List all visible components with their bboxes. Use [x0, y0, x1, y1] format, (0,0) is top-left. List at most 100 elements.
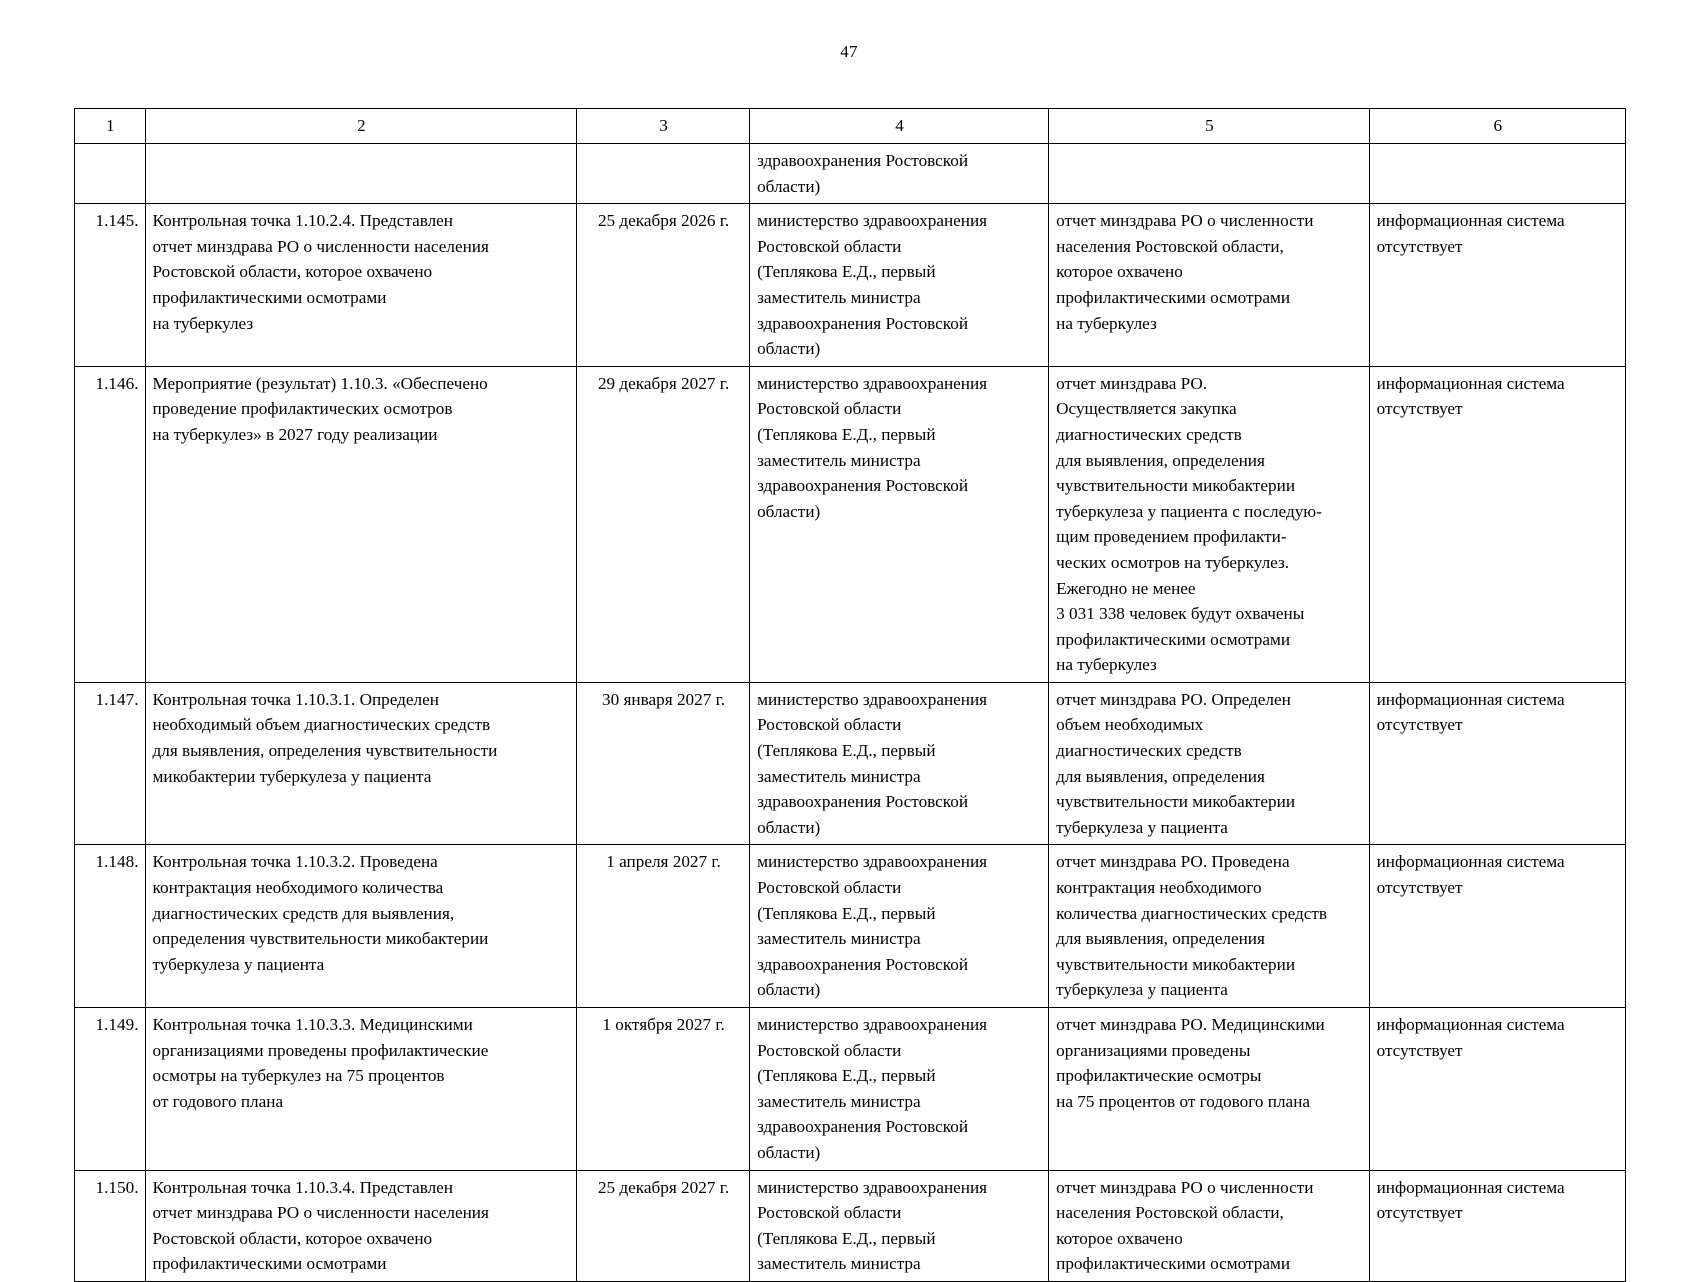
- cell-line: 1 апреля 2027 г.: [606, 852, 721, 872]
- cell-line: Контрольная точка 1.10.2.4. Представлен: [152, 211, 454, 231]
- cell-line: профилактическими осмотрами: [1056, 1254, 1291, 1274]
- cell-line: чувствительности микобактерии: [1056, 954, 1296, 974]
- table-row: 1.148. Контрольная точка 1.10.3.2. Провед…: [74, 844, 1627, 1008]
- cell-line: министерство здравоохранения: [757, 1177, 988, 1197]
- cell-line: здравоохранения Ростовской: [757, 476, 969, 496]
- cell-line: отчет минздрава РО. Определен: [1056, 689, 1291, 709]
- cell-line: отчет минздрава РО о численности: [1056, 211, 1314, 231]
- page-number: 47: [840, 42, 858, 61]
- cell-line: населения Ростовской области,: [1056, 236, 1284, 256]
- row-1-145-col4: министерство здравоохранения Ростовской о…: [749, 203, 1050, 367]
- cell-line: на туберкулез: [1056, 655, 1157, 675]
- cell-line: заместитель министра: [757, 929, 921, 949]
- cell-line: отчет минздрава РО. Проведена: [1056, 852, 1290, 872]
- cell-line: щим проведением профилакти-: [1056, 527, 1287, 547]
- cell-line: проведение профилактических осмотров: [152, 399, 453, 419]
- cell-line: 1.145.: [95, 211, 139, 231]
- cell-line: ческих осмотров на туберкулез.: [1056, 552, 1290, 572]
- cell-line: диагностических средств для выявления,: [152, 903, 455, 923]
- row-1-147-col4: министерство здравоохранения Ростовской о…: [749, 681, 1050, 846]
- cell-line: профилактические осмотры: [1056, 1066, 1262, 1086]
- cell-line: профилактическими осмотрами: [152, 287, 387, 307]
- cell-line: Ростовской области: [757, 236, 902, 256]
- cell-line: туберкулеза у пациента: [1056, 980, 1228, 1000]
- row-1-146-col1: 1.146.: [74, 365, 146, 683]
- row-1-148-col3: 1 апреля 2027 г.: [576, 844, 751, 1008]
- cell-line: информационная система: [1376, 373, 1565, 393]
- cell-line: чувствительности микобактерии: [1056, 476, 1296, 496]
- row-1-150-col2: Контрольная точка 1.10.3.4. Представлен о…: [144, 1169, 578, 1282]
- cell-line: Ростовской области, которое охвачено: [152, 262, 433, 282]
- cell-line: (Теплякова Е.Д., первый: [757, 1228, 936, 1248]
- row-1-145-col2: Контрольная точка 1.10.2.4. Представлен о…: [144, 203, 578, 367]
- row-1-149-col5: отчет минздрава РО. Медицинскими организа…: [1048, 1007, 1370, 1171]
- cell-line: Ростовской области: [757, 1040, 902, 1060]
- cell-line: отчет минздрава РО о численности: [1056, 1177, 1314, 1197]
- cell-line: количества диагностических средств: [1056, 903, 1327, 923]
- cell-line: области): [757, 501, 821, 521]
- cell-line: министерство здравоохранения: [757, 689, 988, 709]
- column-header-6: 6: [1368, 108, 1627, 144]
- cell-line: Ростовской области: [757, 878, 902, 898]
- cell-line: 1.149.: [95, 1015, 139, 1034]
- column-header-5: 5: [1048, 108, 1370, 144]
- cell-line: отсутствует: [1376, 878, 1463, 898]
- cell-line: определения чувствительности микобактери…: [152, 929, 489, 949]
- cell-line: необходимый объем диагностических средст…: [152, 715, 491, 735]
- row-1-149-col2: Контрольная точка 1.10.3.3. Медицинскими…: [144, 1007, 578, 1171]
- cell-line: заместитель министра: [757, 1254, 921, 1274]
- schedule-table: 1 2 3 4 5 6 здравоохранения Ростовской области)…: [74, 108, 1627, 1282]
- cell-line: отсутствует: [1376, 236, 1463, 256]
- cell-line: Контрольная точка 1.10.3.1. Определен: [152, 689, 439, 709]
- cell-line: отсутствует: [1376, 399, 1463, 419]
- cell-line: 1.147.: [95, 689, 139, 709]
- row-1-145-col5: отчет минздрава РО о численности населени…: [1048, 203, 1370, 367]
- row-1-145-col1: 1.145.: [74, 203, 146, 367]
- cell-line: 1 октября 2027 г.: [602, 1015, 725, 1034]
- continuation-row-col1: [74, 142, 146, 205]
- cell-line: информационная система: [1376, 689, 1565, 709]
- cell-line: контрактация необходимого: [1056, 878, 1262, 898]
- row-1-150-col5: отчет минздрава РО о численности населени…: [1048, 1169, 1370, 1282]
- row-1-148-col5: отчет минздрава РО. Проведена контрактаци…: [1048, 844, 1370, 1008]
- cell-line: информационная система: [1376, 1177, 1565, 1197]
- cell-line: Контрольная точка 1.10.3.4. Представлен: [152, 1177, 454, 1197]
- cell-line: информационная система: [1376, 1015, 1565, 1034]
- cell-line: которое охвачено: [1056, 262, 1183, 282]
- row-1-148-col1: 1.148.: [74, 844, 146, 1008]
- table-row: 1.150. Контрольная точка 1.10.3.4. Предст…: [74, 1169, 1627, 1282]
- row-1-148-col4: министерство здравоохранения Ростовской о…: [749, 844, 1050, 1008]
- cell-line: 30 января 2027 г.: [602, 689, 726, 709]
- cell-line: на туберкулез: [1056, 313, 1157, 333]
- cell-line: здравоохранения Ростовской: [757, 1117, 969, 1137]
- cell-line: туберкулеза у пациента с последую-: [1056, 501, 1322, 521]
- cell-line: здравоохранения Ростовской: [757, 313, 969, 333]
- cell-line: профилактическими осмотрами: [1056, 287, 1291, 307]
- cell-line: Контрольная точка 1.10.3.3. Медицинскими: [152, 1015, 473, 1034]
- cell-line: туберкулеза у пациента: [1056, 817, 1228, 837]
- row-1-149-col4: министерство здравоохранения Ростовской о…: [749, 1007, 1050, 1171]
- column-header-4: 4: [749, 108, 1050, 144]
- row-1-149-col3: 1 октября 2027 г.: [576, 1007, 751, 1171]
- table-row: 1.145. Контрольная точка 1.10.2.4. Предст…: [74, 203, 1627, 367]
- cell-line: области): [757, 980, 821, 1000]
- row-1-147-col2: Контрольная точка 1.10.3.1. Определен нео…: [144, 681, 578, 846]
- cell-line: отсутствует: [1376, 1040, 1463, 1060]
- cell-line: Ежегодно не менее: [1056, 578, 1196, 598]
- continuation-row-col4: здравоохранения Ростовской области): [749, 142, 1050, 205]
- row-1-146-col3: 29 декабря 2027 г.: [576, 365, 751, 683]
- cell-line: на 75 процентов от годового плана: [1056, 1091, 1311, 1111]
- cell-line: от годового плана: [152, 1091, 284, 1111]
- row-1-147-col5: отчет минздрава РО. Определен объем необх…: [1048, 681, 1370, 846]
- cell-line: 1.146.: [95, 373, 139, 393]
- row-1-146-col2: Мероприятие (результат) 1.10.3. «Обеспеч…: [144, 365, 578, 683]
- continuation-row-col5: [1048, 142, 1370, 205]
- cell-line: населения Ростовской области,: [1056, 1203, 1284, 1223]
- row-1-149-col6: информационная система отсутствует: [1368, 1007, 1627, 1171]
- continuation-row-col2: [144, 142, 578, 205]
- cell-line: отсутствует: [1376, 1203, 1463, 1223]
- cell-line: заместитель министра: [757, 287, 921, 307]
- table-body: 1 2 3 4 5 6 здравоохранения Ростовской области)…: [74, 108, 1627, 1282]
- row-1-150-col1: 1.150.: [74, 1169, 146, 1282]
- cell-line: отсутствует: [1376, 715, 1463, 735]
